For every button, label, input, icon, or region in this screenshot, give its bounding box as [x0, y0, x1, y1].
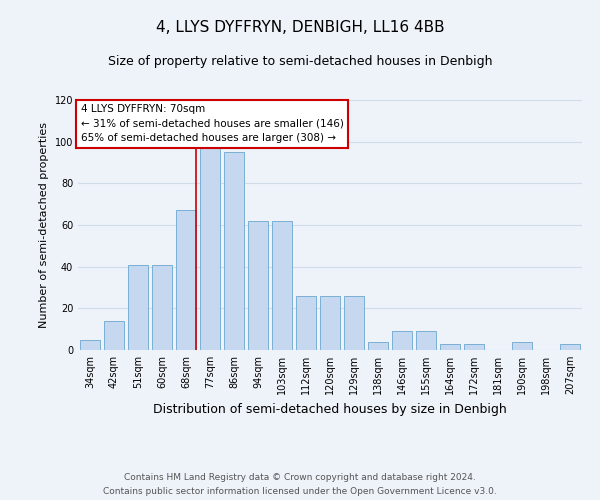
Bar	[512, 342, 532, 350]
Bar	[80, 340, 100, 350]
Bar	[104, 321, 124, 350]
Bar	[392, 331, 412, 350]
Text: 4 LLYS DYFFRYN: 70sqm
← 31% of semi-detached houses are smaller (146)
65% of sem: 4 LLYS DYFFRYN: 70sqm ← 31% of semi-deta…	[80, 104, 343, 144]
Bar	[224, 152, 244, 350]
Bar	[200, 140, 220, 350]
Y-axis label: Number of semi-detached properties: Number of semi-detached properties	[39, 122, 49, 328]
Bar	[296, 296, 316, 350]
Text: Contains public sector information licensed under the Open Government Licence v3: Contains public sector information licen…	[103, 486, 497, 496]
Bar	[152, 264, 172, 350]
Text: Contains HM Land Registry data © Crown copyright and database right 2024.: Contains HM Land Registry data © Crown c…	[124, 473, 476, 482]
Bar	[248, 221, 268, 350]
Text: 4, LLYS DYFFRYN, DENBIGH, LL16 4BB: 4, LLYS DYFFRYN, DENBIGH, LL16 4BB	[155, 20, 445, 35]
Bar	[344, 296, 364, 350]
Bar	[272, 221, 292, 350]
X-axis label: Distribution of semi-detached houses by size in Denbigh: Distribution of semi-detached houses by …	[153, 402, 507, 415]
Bar	[320, 296, 340, 350]
Bar	[128, 264, 148, 350]
Bar	[464, 344, 484, 350]
Text: Size of property relative to semi-detached houses in Denbigh: Size of property relative to semi-detach…	[108, 55, 492, 68]
Bar	[440, 344, 460, 350]
Bar	[176, 210, 196, 350]
Bar	[416, 331, 436, 350]
Bar	[560, 344, 580, 350]
Bar	[368, 342, 388, 350]
